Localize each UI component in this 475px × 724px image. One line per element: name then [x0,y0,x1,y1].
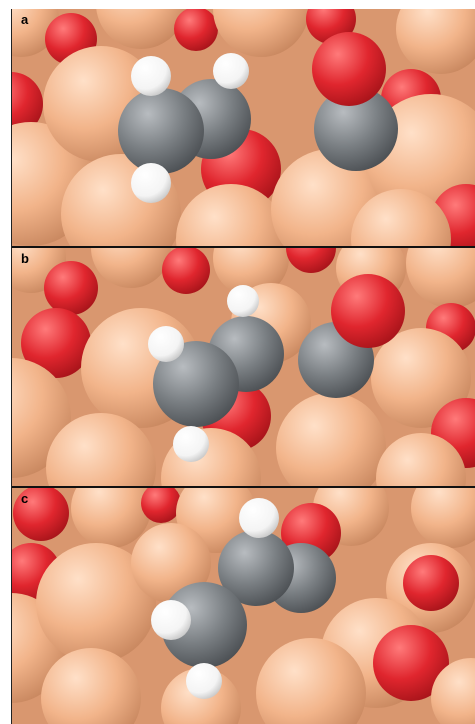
panel-label-b: b [21,252,29,266]
panel-c: c [11,488,475,724]
panel-b: b [11,248,475,486]
figure-left-border [11,9,12,724]
panel-label-c: c [21,492,28,506]
panel-label-a: a [21,13,28,27]
panel-a-render [11,9,475,246]
panel-a: a [11,9,475,246]
panel-c-render [11,488,475,724]
panel-b-render [11,248,475,486]
